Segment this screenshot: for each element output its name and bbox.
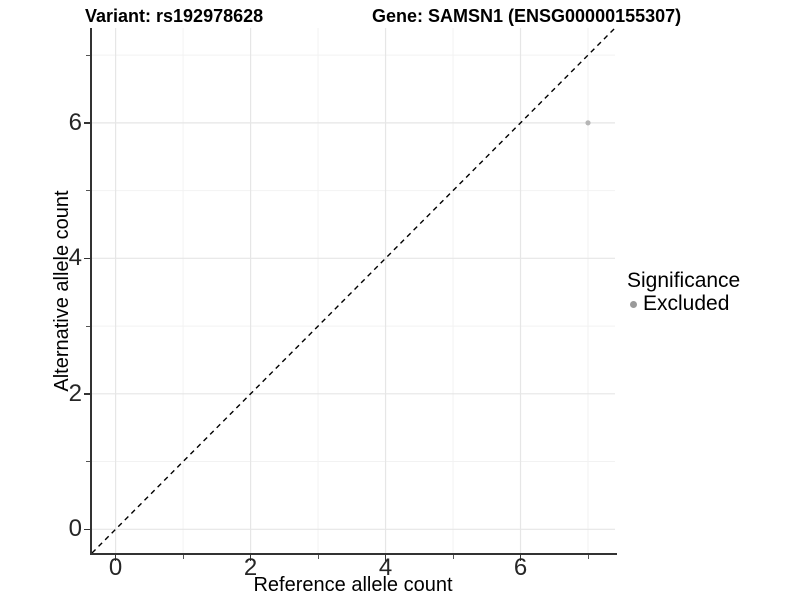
y-axis-tick	[84, 122, 90, 124]
y-tick-label: 0	[68, 515, 82, 543]
identity-dashed-line	[92, 28, 615, 553]
y-axis-tick	[84, 257, 90, 260]
y-tick-label: 2	[68, 379, 82, 407]
x-axis-tick	[384, 555, 387, 561]
x-axis-title: Reference allele count	[253, 574, 453, 596]
y-axis-line	[90, 28, 92, 555]
y-axis-minor-tick	[86, 325, 90, 327]
plot-canvas	[92, 28, 615, 553]
x-tick-label: 2	[243, 554, 258, 581]
x-axis-tick	[519, 555, 522, 561]
plot-title-gene: Gene: SAMSN1 (ENSG00000155307)	[372, 6, 682, 26]
legend-title: Significance	[627, 269, 741, 292]
data-point	[585, 120, 591, 126]
x-axis-tick	[249, 555, 252, 561]
x-axis-minor-tick	[317, 555, 319, 559]
y-axis-minor-tick	[86, 461, 90, 463]
legend-item-excluded: Excluded	[627, 293, 740, 315]
x-axis-line	[90, 553, 617, 555]
legend-point-icon	[630, 300, 637, 308]
x-tick-label: 6	[513, 554, 528, 581]
x-tick-label: 4	[378, 554, 393, 581]
y-axis-tick	[84, 393, 90, 395]
y-tick-label: 4	[68, 244, 82, 272]
plot-title-variant: Variant: rs192978628	[85, 6, 264, 26]
y-axis-tick	[84, 528, 90, 531]
y-axis-title: Alternative allele count	[51, 190, 73, 392]
x-axis-tick	[114, 555, 117, 561]
plot-panel	[92, 28, 615, 553]
x-axis-minor-tick	[182, 555, 184, 559]
legend: Significance Excluded	[627, 269, 740, 315]
y-tick-label: 6	[68, 108, 82, 136]
y-axis-minor-tick	[86, 190, 90, 192]
x-axis-minor-tick	[587, 555, 589, 559]
x-tick-label: 0	[108, 554, 123, 581]
x-axis-minor-tick	[452, 555, 454, 559]
y-axis-minor-tick	[86, 54, 90, 56]
legend-item-label: Excluded	[643, 292, 730, 315]
